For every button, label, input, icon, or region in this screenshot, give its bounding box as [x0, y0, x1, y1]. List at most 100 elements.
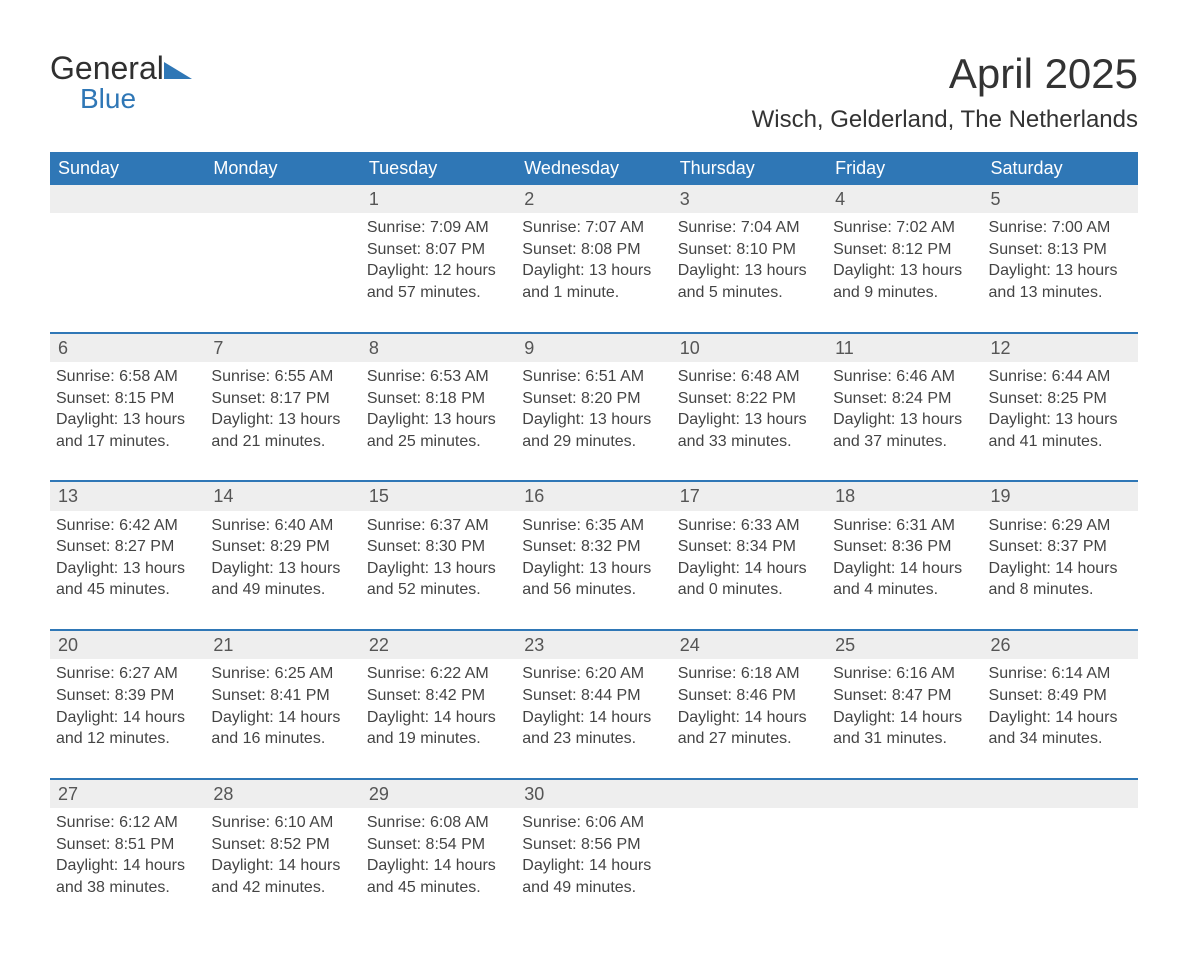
- calendar-day: 29Sunrise: 6:08 AMSunset: 8:54 PMDayligh…: [361, 779, 516, 927]
- sunrise-line: Sunrise: 6:44 AM: [989, 366, 1132, 388]
- day-number: 6: [50, 334, 205, 362]
- sunrise-line: Sunrise: 6:55 AM: [211, 366, 354, 388]
- sunset-line: Sunset: 8:37 PM: [989, 536, 1132, 558]
- day-number: 13: [50, 482, 205, 510]
- day-number: 21: [205, 631, 360, 659]
- sunrise-line: Sunrise: 6:22 AM: [367, 663, 510, 685]
- sunset-line: Sunset: 8:47 PM: [833, 685, 976, 707]
- sunrise-line: Sunrise: 6:16 AM: [833, 663, 976, 685]
- calendar-day: 4Sunrise: 7:02 AMSunset: 8:12 PMDaylight…: [827, 185, 982, 333]
- calendar-day: 13Sunrise: 6:42 AMSunset: 8:27 PMDayligh…: [50, 481, 205, 630]
- sunset-line: Sunset: 8:44 PM: [522, 685, 665, 707]
- daylight-line: Daylight: 14 hours and 12 minutes.: [56, 707, 199, 750]
- daylight-line: Daylight: 14 hours and 34 minutes.: [989, 707, 1132, 750]
- day-number: 19: [983, 482, 1138, 510]
- day-number: 7: [205, 334, 360, 362]
- daylight-line: Daylight: 13 hours and 29 minutes.: [522, 409, 665, 452]
- sunrise-line: Sunrise: 6:40 AM: [211, 515, 354, 537]
- calendar-day: 9Sunrise: 6:51 AMSunset: 8:20 PMDaylight…: [516, 333, 671, 482]
- location-subtitle: Wisch, Gelderland, The Netherlands: [752, 106, 1138, 134]
- calendar-day: 19Sunrise: 6:29 AMSunset: 8:37 PMDayligh…: [983, 481, 1138, 630]
- calendar-day: 16Sunrise: 6:35 AMSunset: 8:32 PMDayligh…: [516, 481, 671, 630]
- sunset-line: Sunset: 8:13 PM: [989, 239, 1132, 261]
- daylight-line: Daylight: 13 hours and 37 minutes.: [833, 409, 976, 452]
- day-header: Sunday: [50, 152, 205, 185]
- sunset-line: Sunset: 8:49 PM: [989, 685, 1132, 707]
- calendar-day: 7 Sunrise: 6:55 AMSunset: 8:17 PMDaylight…: [205, 333, 360, 482]
- sunset-line: Sunset: 8:17 PM: [211, 388, 354, 410]
- daylight-line: Daylight: 14 hours and 42 minutes.: [211, 855, 354, 898]
- calendar-day: 12Sunrise: 6:44 AMSunset: 8:25 PMDayligh…: [983, 333, 1138, 482]
- calendar-day-empty: [205, 185, 360, 333]
- sunset-line: Sunset: 8:36 PM: [833, 536, 976, 558]
- month-title: April 2025: [752, 50, 1138, 98]
- daylight-line: Daylight: 13 hours and 9 minutes.: [833, 260, 976, 303]
- calendar-day: 26Sunrise: 6:14 AMSunset: 8:49 PMDayligh…: [983, 630, 1138, 779]
- daylight-line: Daylight: 14 hours and 31 minutes.: [833, 707, 976, 750]
- sunset-line: Sunset: 8:29 PM: [211, 536, 354, 558]
- sunset-line: Sunset: 8:32 PM: [522, 536, 665, 558]
- calendar-day: 6 Sunrise: 6:58 AMSunset: 8:15 PMDaylight…: [50, 333, 205, 482]
- daylight-line: Daylight: 13 hours and 21 minutes.: [211, 409, 354, 452]
- day-number: 11: [827, 334, 982, 362]
- day-number-bar-empty: [983, 780, 1138, 808]
- calendar-day: 3Sunrise: 7:04 AMSunset: 8:10 PMDaylight…: [672, 185, 827, 333]
- day-number: 17: [672, 482, 827, 510]
- daylight-line: Daylight: 14 hours and 45 minutes.: [367, 855, 510, 898]
- sunrise-line: Sunrise: 6:48 AM: [678, 366, 821, 388]
- day-number: 23: [516, 631, 671, 659]
- day-number: 25: [827, 631, 982, 659]
- sunrise-line: Sunrise: 6:12 AM: [56, 812, 199, 834]
- sunrise-line: Sunrise: 6:29 AM: [989, 515, 1132, 537]
- daylight-line: Daylight: 14 hours and 4 minutes.: [833, 558, 976, 601]
- sunset-line: Sunset: 8:30 PM: [367, 536, 510, 558]
- sunset-line: Sunset: 8:12 PM: [833, 239, 976, 261]
- day-number: 8: [361, 334, 516, 362]
- sunrise-line: Sunrise: 6:06 AM: [522, 812, 665, 834]
- sunset-line: Sunset: 8:25 PM: [989, 388, 1132, 410]
- day-number: 15: [361, 482, 516, 510]
- calendar-day-empty: [672, 779, 827, 927]
- sunrise-line: Sunrise: 7:07 AM: [522, 217, 665, 239]
- calendar-week: 6Sunrise: 6:58 AMSunset: 8:15 PMDaylight…: [50, 333, 1138, 482]
- day-header: Saturday: [983, 152, 1138, 185]
- calendar-day: 11Sunrise: 6:46 AMSunset: 8:24 PMDayligh…: [827, 333, 982, 482]
- sunset-line: Sunset: 8:51 PM: [56, 834, 199, 856]
- daylight-line: Daylight: 13 hours and 17 minutes.: [56, 409, 199, 452]
- day-header: Friday: [827, 152, 982, 185]
- daylight-line: Daylight: 14 hours and 16 minutes.: [211, 707, 354, 750]
- sunrise-line: Sunrise: 6:31 AM: [833, 515, 976, 537]
- calendar-day-empty: [827, 779, 982, 927]
- sunrise-line: Sunrise: 6:58 AM: [56, 366, 199, 388]
- daylight-line: Daylight: 14 hours and 23 minutes.: [522, 707, 665, 750]
- day-number: 3: [672, 185, 827, 213]
- sunset-line: Sunset: 8:10 PM: [678, 239, 821, 261]
- day-header: Wednesday: [516, 152, 671, 185]
- calendar-day: 1Sunrise: 7:09 AMSunset: 8:07 PMDaylight…: [361, 185, 516, 333]
- daylight-line: Daylight: 14 hours and 19 minutes.: [367, 707, 510, 750]
- sunset-line: Sunset: 8:15 PM: [56, 388, 199, 410]
- calendar-day: 2Sunrise: 7:07 AMSunset: 8:08 PMDaylight…: [516, 185, 671, 333]
- calendar-table: SundayMondayTuesdayWednesdayThursdayFrid…: [50, 152, 1138, 926]
- day-number: 30: [516, 780, 671, 808]
- page-header: General Blue April 2025 Wisch, Gelderlan…: [50, 50, 1138, 134]
- sunrise-line: Sunrise: 6:08 AM: [367, 812, 510, 834]
- sunrise-line: Sunrise: 7:09 AM: [367, 217, 510, 239]
- calendar-day: 24Sunrise: 6:18 AMSunset: 8:46 PMDayligh…: [672, 630, 827, 779]
- day-number: 1: [361, 185, 516, 213]
- calendar-day: 14Sunrise: 6:40 AMSunset: 8:29 PMDayligh…: [205, 481, 360, 630]
- calendar-week: 13Sunrise: 6:42 AMSunset: 8:27 PMDayligh…: [50, 481, 1138, 630]
- day-header: Tuesday: [361, 152, 516, 185]
- calendar-day-empty: [983, 779, 1138, 927]
- day-number: 26: [983, 631, 1138, 659]
- sunrise-line: Sunrise: 6:51 AM: [522, 366, 665, 388]
- daylight-line: Daylight: 13 hours and 25 minutes.: [367, 409, 510, 452]
- calendar-day: 5Sunrise: 7:00 AMSunset: 8:13 PMDaylight…: [983, 185, 1138, 333]
- calendar-day: 17Sunrise: 6:33 AMSunset: 8:34 PMDayligh…: [672, 481, 827, 630]
- logo-triangle-icon: [164, 66, 192, 83]
- sunset-line: Sunset: 8:07 PM: [367, 239, 510, 261]
- sunrise-line: Sunrise: 6:33 AM: [678, 515, 821, 537]
- sunset-line: Sunset: 8:34 PM: [678, 536, 821, 558]
- daylight-line: Daylight: 13 hours and 45 minutes.: [56, 558, 199, 601]
- sunrise-line: Sunrise: 6:37 AM: [367, 515, 510, 537]
